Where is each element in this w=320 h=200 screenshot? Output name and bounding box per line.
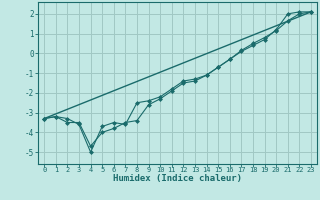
X-axis label: Humidex (Indice chaleur): Humidex (Indice chaleur) [113,174,242,183]
